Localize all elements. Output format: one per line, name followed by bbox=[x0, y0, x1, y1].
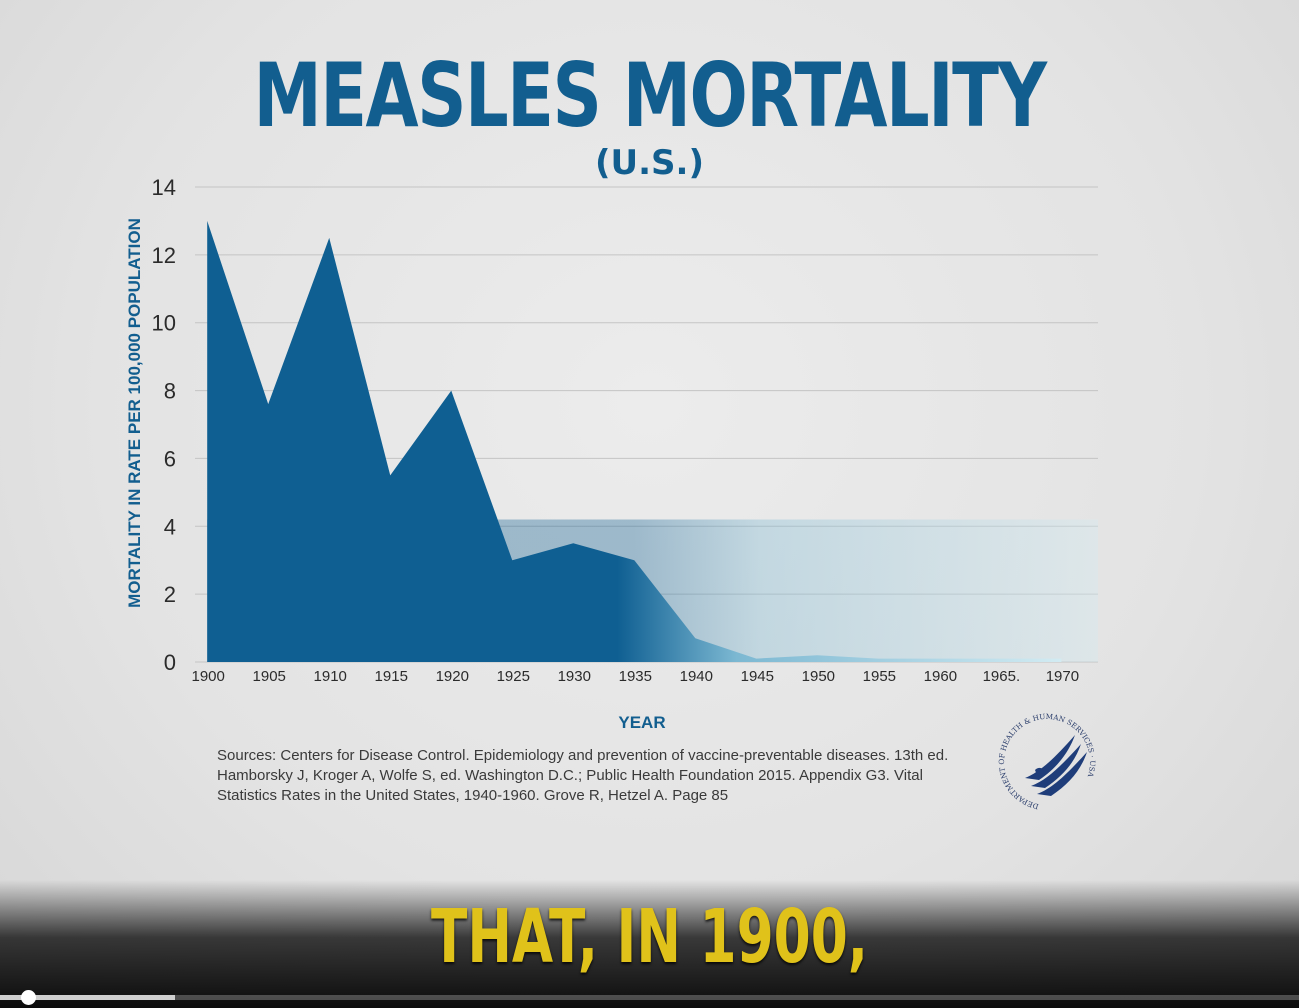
x-tick-label: 1910 bbox=[314, 668, 347, 685]
video-progress-bar[interactable] bbox=[0, 990, 1299, 1005]
x-tick-labels: 1900 1905 1910 1915 1920 1925 1930 1935 1940 1945… bbox=[192, 668, 1080, 685]
x-tick-label: 1925 bbox=[497, 668, 530, 685]
y-tick-labels: 0 2 4 6 8 10 12 14 bbox=[152, 175, 176, 675]
x-tick-label: 1920 bbox=[436, 668, 469, 685]
x-axis-label: YEAR bbox=[618, 713, 665, 732]
y-tick-label: 2 bbox=[164, 582, 176, 607]
video-scrubber-handle[interactable] bbox=[20, 990, 36, 1005]
chart-subtitle: (U.S.) bbox=[594, 143, 704, 183]
caption-shade bbox=[0, 880, 1299, 1008]
y-tick-label: 4 bbox=[164, 514, 176, 539]
hhs-seal-logo: DEPARTMENT OF HEALTH & HUMAN SERVICES · … bbox=[997, 712, 1097, 811]
x-tick-label: 1900 bbox=[192, 668, 225, 685]
y-tick-label: 0 bbox=[164, 650, 176, 675]
mortality-area bbox=[207, 220, 1062, 662]
x-tick-label: 1935 bbox=[619, 668, 652, 685]
y-axis-label: MORTALITY IN RATE PER 100,000 POPULATION bbox=[125, 218, 144, 608]
x-tick-label: 1950 bbox=[802, 668, 835, 685]
x-tick-label: 1960 bbox=[924, 668, 957, 685]
x-tick-label: 1905 bbox=[253, 668, 286, 685]
chart-title: MEASLES MORTALITY bbox=[253, 44, 1047, 147]
y-tick-label: 6 bbox=[164, 446, 176, 471]
x-tick-label: 1970 bbox=[1046, 668, 1079, 685]
y-tick-label: 12 bbox=[152, 243, 176, 268]
x-tick-label: 1915 bbox=[375, 668, 408, 685]
x-tick-label: 1930 bbox=[558, 668, 591, 685]
sources-note: Sources: Centers for Disease Control. Ep… bbox=[217, 747, 949, 804]
video-caption: THAT, IN 1900, bbox=[430, 894, 869, 980]
video-progress-fill bbox=[0, 995, 176, 1000]
x-tick-label: 1940 bbox=[680, 668, 713, 685]
y-tick-label: 14 bbox=[152, 175, 176, 200]
y-tick-label: 10 bbox=[152, 311, 176, 336]
y-tick-label: 8 bbox=[164, 379, 176, 404]
x-tick-label: 1945 bbox=[741, 668, 774, 685]
x-tick-label: 1955 bbox=[863, 668, 896, 685]
x-tick-label: 1965. bbox=[983, 668, 1021, 685]
